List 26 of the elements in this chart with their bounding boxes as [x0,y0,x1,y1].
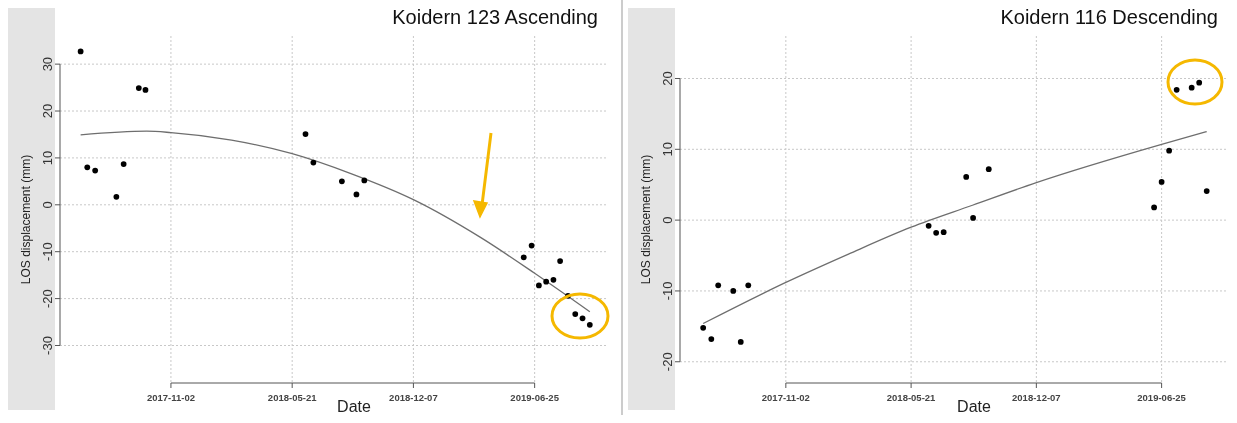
x-tick-label: 2018-12-07 [1012,392,1061,403]
y-tick-label: 20 [40,103,55,119]
x-tick-label: 2017-11-02 [761,392,810,403]
y-axis-title: LOS displacement (mm) [639,154,653,285]
y-tick-label: 10 [660,142,675,157]
y-tick-label: -30 [40,336,55,355]
y-tick-label: 10 [40,150,55,166]
y-tick-label: -20 [660,352,675,372]
x-tick-label: 2019-06-25 [510,392,560,403]
x-tick-label: 2019-06-25 [1137,392,1187,403]
x-tick-label: 2017-11-02 [146,392,195,403]
x-axis-title: Date [337,398,371,415]
chart-title: Koidern 123 Ascending [392,6,598,28]
y-tick-label: -10 [40,242,55,262]
y-tick-label: 20 [660,71,675,86]
x-axis-title: Date [957,398,991,415]
y-tick-label: -10 [660,281,675,301]
y-tick-label: 30 [40,56,55,72]
chart-title: Koidern 116 Descending [1000,6,1218,28]
y-axis-title: LOS displacement (mm) [19,154,33,285]
y-tick-label: -20 [40,289,55,308]
x-tick-label: 2018-05-21 [267,392,318,403]
y-tick-label: 0 [40,201,55,209]
x-tick-label: 2018-05-21 [886,392,937,403]
y-tick-label: 0 [660,216,675,224]
x-tick-label: 2018-12-07 [389,392,438,403]
